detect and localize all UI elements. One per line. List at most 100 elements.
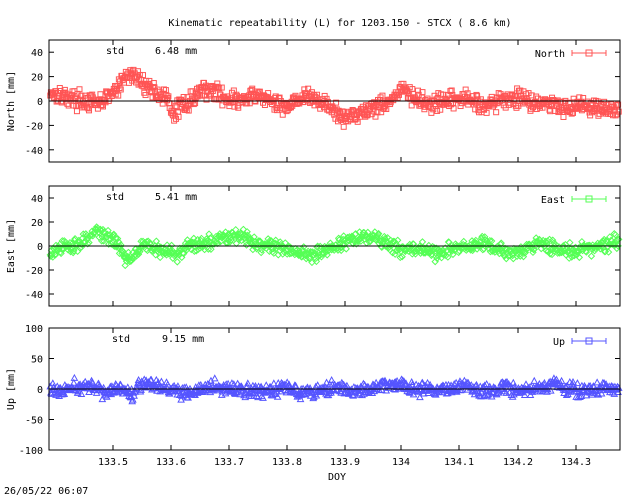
data-point — [319, 249, 328, 258]
y-tick-label: -20 — [25, 266, 43, 277]
data-point — [593, 378, 601, 386]
north-std-label: std — [106, 46, 124, 57]
data-point — [434, 107, 441, 114]
y-tick-label: 40 — [31, 48, 43, 59]
data-point — [232, 225, 240, 234]
data-point — [266, 236, 274, 245]
data-point — [478, 232, 486, 241]
data-point — [575, 253, 584, 262]
data-point — [486, 236, 494, 245]
data-point — [248, 238, 256, 247]
data-point — [265, 241, 273, 249]
data-point — [415, 87, 422, 94]
data-point — [214, 84, 221, 91]
data-point — [353, 115, 360, 122]
data-point — [270, 249, 278, 257]
data-point — [473, 384, 481, 392]
data-point — [533, 237, 542, 245]
data-point — [231, 103, 238, 110]
data-point — [557, 376, 566, 384]
east-y-axis-label: East [mm] — [6, 219, 17, 273]
data-point — [96, 225, 105, 234]
data-point — [180, 94, 187, 101]
data-point — [49, 253, 57, 261]
data-point — [187, 245, 195, 254]
y-tick-label: 50 — [31, 355, 43, 366]
data-point — [372, 378, 380, 386]
data-point — [196, 380, 205, 388]
data-point — [498, 384, 506, 392]
data-point — [47, 246, 56, 254]
data-point — [390, 237, 399, 246]
data-point — [483, 391, 492, 399]
data-point — [423, 378, 432, 386]
east-panel: 40 20 0 -20 -40 East [mm] std 5.41 mm East — [6, 185, 623, 307]
data-point — [213, 83, 220, 90]
data-point — [548, 236, 557, 244]
data-point — [349, 391, 358, 399]
data-point — [517, 87, 524, 94]
data-point — [186, 238, 195, 246]
data-point — [480, 381, 489, 389]
data-point — [595, 112, 602, 119]
data-point — [437, 106, 444, 113]
data-point — [430, 244, 439, 252]
data-point — [51, 251, 60, 259]
data-point — [272, 93, 279, 100]
data-point — [552, 240, 560, 249]
data-point — [149, 94, 156, 101]
data-point — [528, 92, 535, 99]
data-point — [425, 241, 433, 250]
y-tick-label: 0 — [37, 385, 43, 396]
data-point — [140, 72, 147, 79]
data-point — [115, 92, 122, 99]
data-point — [276, 94, 283, 101]
data-point — [129, 388, 138, 396]
data-point — [131, 251, 139, 259]
data-point — [104, 240, 113, 248]
data-point — [85, 105, 92, 112]
data-point — [458, 385, 466, 393]
x-tick-label: 133.5 — [98, 457, 128, 468]
data-point — [120, 254, 129, 262]
east-std-label: std — [106, 192, 124, 203]
data-point — [323, 251, 331, 259]
data-point — [120, 75, 127, 82]
data-point — [219, 102, 226, 109]
data-point — [398, 253, 406, 261]
data-point — [76, 86, 83, 93]
data-point — [477, 96, 484, 103]
data-point — [381, 376, 389, 384]
data-point — [563, 381, 572, 389]
data-point — [473, 91, 480, 98]
data-point — [334, 234, 343, 242]
data-point — [69, 378, 78, 386]
data-point — [526, 241, 534, 249]
data-point — [613, 244, 621, 253]
data-point — [199, 92, 206, 99]
data-point — [548, 250, 556, 259]
data-point — [171, 112, 178, 119]
data-point — [557, 99, 564, 106]
data-point — [136, 247, 144, 256]
data-point — [445, 238, 453, 247]
data-point — [482, 379, 491, 388]
chart-title: Kinematic repeatability (L) for 1203.150… — [168, 18, 511, 29]
data-point — [296, 395, 305, 403]
data-point — [565, 254, 573, 262]
data-point — [64, 100, 71, 107]
data-point — [190, 101, 197, 108]
data-point — [402, 379, 410, 387]
data-point — [269, 245, 277, 253]
data-point — [252, 391, 261, 399]
up-std-value: 9.15 mm — [162, 334, 204, 345]
data-point — [130, 66, 137, 73]
data-point — [258, 240, 267, 248]
x-tick-label: 134.3 — [561, 457, 591, 468]
data-point — [147, 375, 156, 383]
data-point — [332, 241, 340, 249]
east-std-value: 5.41 mm — [155, 192, 197, 203]
data-point — [580, 94, 587, 101]
data-point — [165, 93, 172, 100]
